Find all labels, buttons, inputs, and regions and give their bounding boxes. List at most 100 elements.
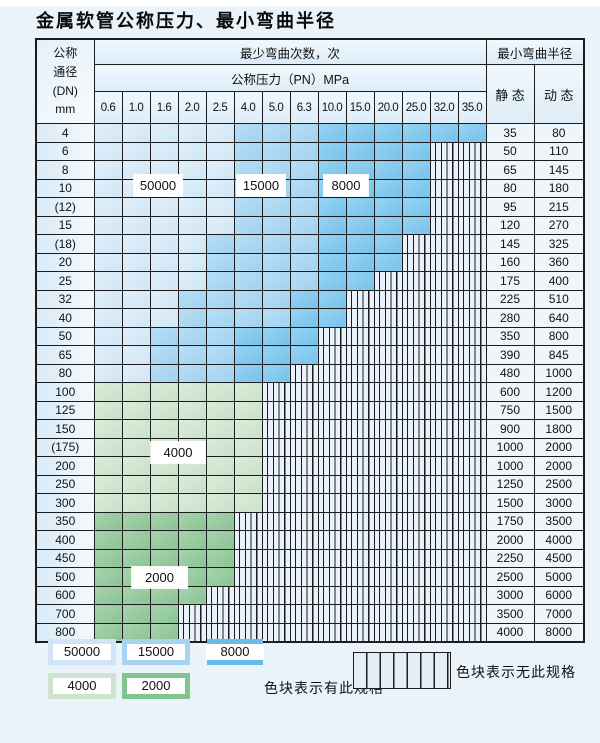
static-value-cell: 65 (485, 160, 535, 180)
no-spec-cell (373, 326, 403, 346)
spec-cell-15000 (289, 252, 319, 272)
no-spec-cell (317, 326, 347, 346)
dn-cell: 800 (35, 622, 95, 643)
static-value-cell: 1250 (485, 474, 535, 494)
no-spec-cell (289, 622, 319, 643)
no-spec-cell (345, 437, 375, 457)
spec-cell-50000 (149, 215, 179, 235)
no-spec-cell (401, 456, 431, 476)
no-spec-cell (373, 622, 403, 643)
no-spec-cell (345, 530, 375, 550)
no-spec-cell (457, 178, 487, 198)
static-value-cell: 900 (485, 419, 535, 439)
spec-cell-4000 (93, 456, 123, 476)
spec-cell-50000 (177, 160, 207, 180)
spec-cell-8000 (373, 178, 403, 198)
spec-cell-2000 (121, 530, 151, 550)
spec-cell-15000 (233, 289, 263, 309)
no-spec-cell (429, 604, 459, 624)
pressure-col-header: 4.0 (233, 91, 263, 124)
spec-cell-15000 (289, 123, 319, 143)
spec-table-wrap: 公称 通径 (DN) mm 最少弯曲次数，次 最小弯曲半径 公称压力（PN）MPa 静… (35, 38, 585, 643)
legend-swatch-label: 50000 (53, 644, 111, 660)
spec-cell-15000 (289, 271, 319, 291)
no-spec-cell (457, 382, 487, 402)
no-spec-cell (457, 548, 487, 568)
spec-cell-4000 (149, 400, 179, 420)
no-spec-cell (345, 289, 375, 309)
spec-cell-50000 (149, 252, 179, 272)
spec-cell-15000 (233, 160, 263, 180)
spec-cell-15000 (149, 326, 179, 346)
legend-swatch-label: 8000 (206, 644, 264, 660)
spec-cell-4000 (205, 437, 235, 457)
static-value-cell: 1500 (485, 493, 535, 513)
spec-cell-50000 (93, 345, 123, 365)
no-spec-cell (345, 548, 375, 568)
table-row: 700 3500 7000 (35, 604, 585, 624)
no-spec-cell (429, 308, 459, 328)
spec-cell-8000 (457, 123, 487, 143)
no-spec-cell (345, 345, 375, 365)
spec-cell-4000 (177, 400, 207, 420)
no-spec-cell (457, 604, 487, 624)
pressure-col-header: 35.0 (457, 91, 487, 124)
static-value-cell: 95 (485, 197, 535, 217)
static-value-cell: 280 (485, 308, 535, 328)
no-spec-cell (373, 289, 403, 309)
dn-cell: (12) (35, 197, 95, 217)
static-value-cell: 1000 (485, 456, 535, 476)
dynamic-value-cell: 2000 (533, 437, 585, 457)
dn-cell: 200 (35, 456, 95, 476)
static-value-cell: 1750 (485, 511, 535, 531)
dn-cell: (18) (35, 234, 95, 254)
no-spec-cell (289, 400, 319, 420)
spec-cell-2000 (149, 530, 179, 550)
no-spec-cell (261, 456, 291, 476)
spec-cell-50000 (177, 197, 207, 217)
table-row: 600 3000 6000 (35, 585, 585, 605)
spec-cell-50000 (149, 308, 179, 328)
spec-cell-8000 (373, 197, 403, 217)
no-spec-cell (401, 308, 431, 328)
spec-cell-4000 (177, 474, 207, 494)
spec-cell-8000 (317, 308, 347, 328)
no-spec-cell (373, 456, 403, 476)
band-value-label: 2000 (132, 567, 187, 588)
spec-cell-15000 (177, 289, 207, 309)
pressure-col-header: 5.0 (261, 91, 291, 124)
spec-cell-2000 (205, 567, 235, 587)
static-value-cell: 3500 (485, 604, 535, 624)
pressure-col-header: 32.0 (429, 91, 459, 124)
pressure-col-header: 2.0 (177, 91, 207, 124)
no-spec-cell (233, 585, 263, 605)
dynamic-value-cell: 360 (533, 252, 585, 272)
no-spec-cell (345, 308, 375, 328)
spec-cell-4000 (233, 474, 263, 494)
no-spec-cell (429, 141, 459, 161)
no-spec-cell (261, 419, 291, 439)
no-spec-cell (373, 419, 403, 439)
no-spec-cell (373, 308, 403, 328)
spec-cell-15000 (233, 141, 263, 161)
spec-cell-8000 (345, 197, 375, 217)
no-spec-cell (345, 363, 375, 383)
spec-cell-50000 (121, 234, 151, 254)
no-spec-cell (317, 585, 347, 605)
no-spec-cell (317, 400, 347, 420)
no-spec-cell (429, 252, 459, 272)
no-spec-cell (401, 622, 431, 643)
dn-cell: 250 (35, 474, 95, 494)
spec-cell-8000 (289, 345, 319, 365)
table-row: 80 480 1000 (35, 363, 585, 383)
no-spec-cell (345, 567, 375, 587)
spec-cell-2000 (149, 548, 179, 568)
dn-cell: 20 (35, 252, 95, 272)
spec-cell-2000 (205, 511, 235, 531)
no-spec-cell (289, 474, 319, 494)
no-spec-cell (373, 271, 403, 291)
spec-cell-15000 (261, 289, 291, 309)
spec-cell-15000 (205, 252, 235, 272)
spec-cell-50000 (121, 289, 151, 309)
spec-cell-50000 (177, 271, 207, 291)
